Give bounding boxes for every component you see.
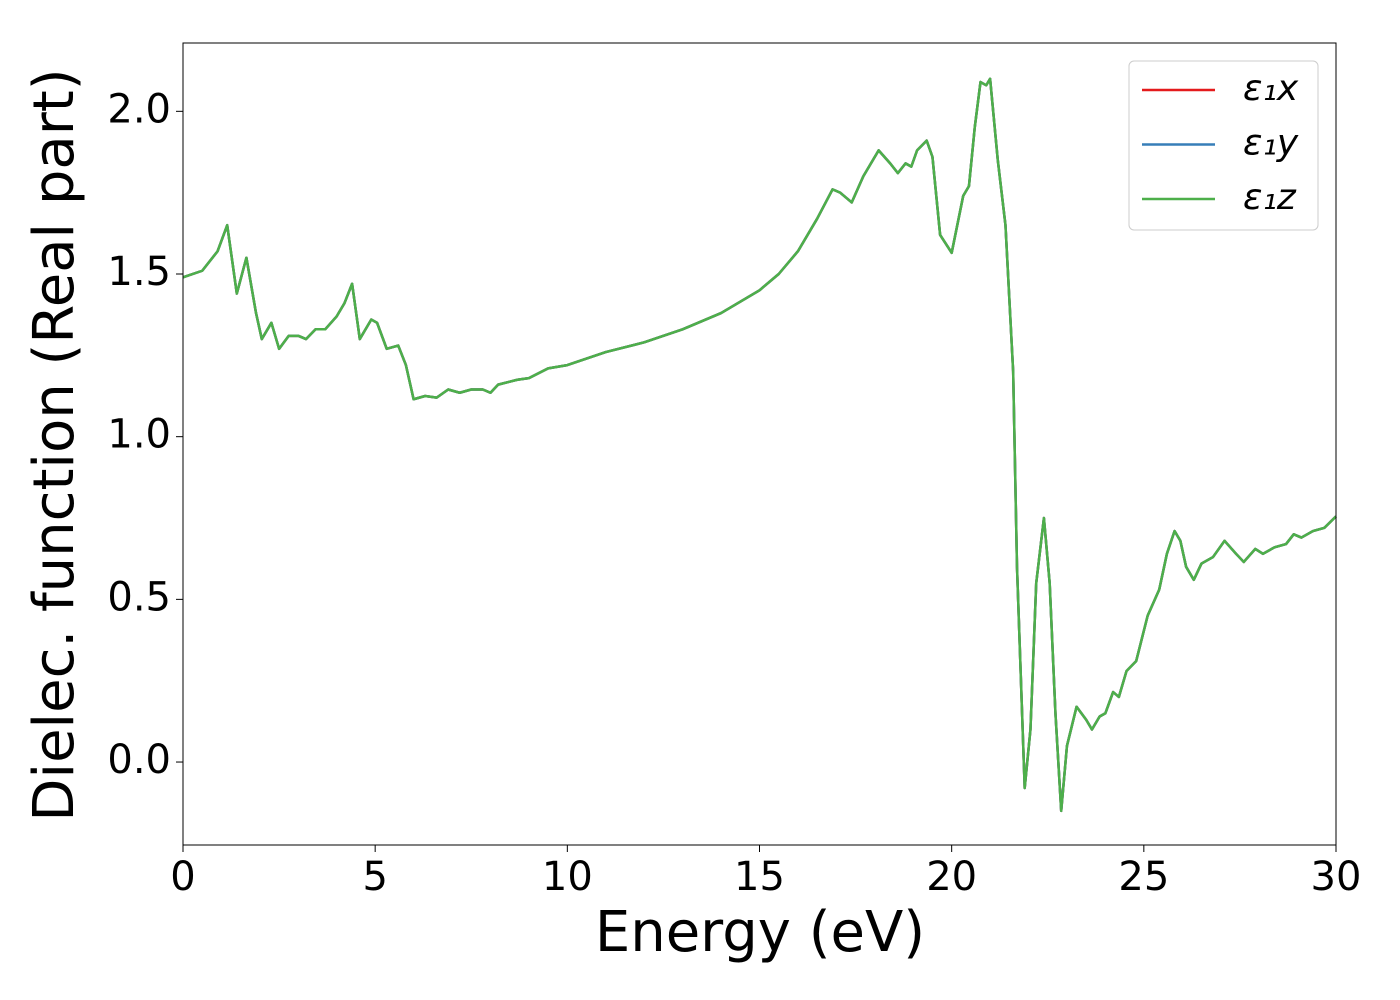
x-tick-label: 30 — [1311, 854, 1362, 900]
legend-label: ε₁x — [1243, 68, 1299, 109]
x-tick-label: 15 — [734, 854, 785, 900]
legend-box — [1128, 60, 1319, 231]
x-tick-label: 25 — [1118, 854, 1169, 900]
x-tick-label: 10 — [542, 854, 593, 900]
legend-label: ε₁y — [1243, 123, 1299, 164]
y-tick-label: 0.0 — [107, 737, 171, 783]
y-tick-label: 2.0 — [107, 86, 171, 132]
series-line — [182, 77, 1337, 813]
legend-label: ε₁z — [1243, 177, 1297, 218]
y-tick-label: 1.5 — [107, 249, 171, 295]
x-tick-label: 5 — [362, 854, 387, 900]
y-tick-label: 1.0 — [107, 412, 171, 458]
x-tick-label: 20 — [926, 854, 977, 900]
y-tick-label: 0.5 — [107, 574, 171, 620]
x-tick-label: 0 — [170, 854, 195, 900]
y-axis-label: Dielec. function (Real part) — [22, 68, 87, 821]
plot-frame — [182, 42, 1337, 846]
x-axis-label: Energy (eV) — [595, 900, 925, 965]
